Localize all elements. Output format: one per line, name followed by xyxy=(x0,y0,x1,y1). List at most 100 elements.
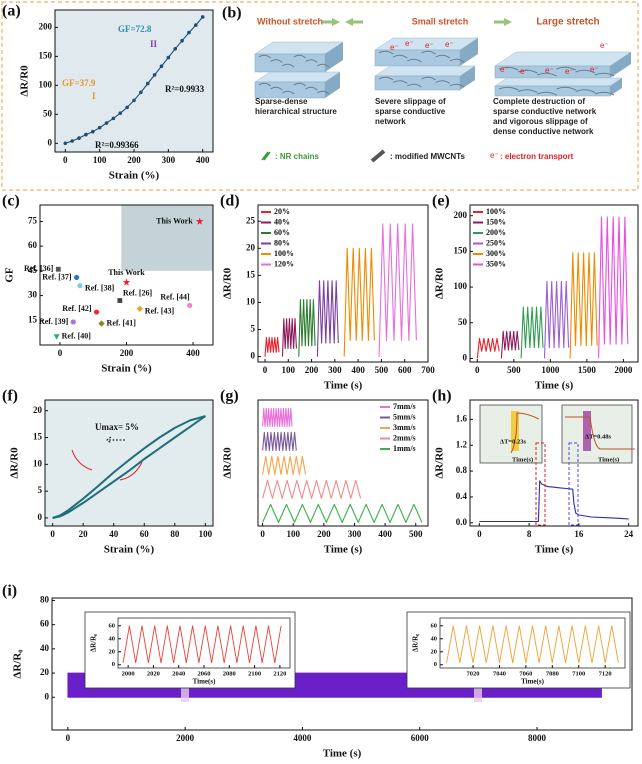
panel-label: (d) xyxy=(220,193,240,210)
y-tick-label: 150 xyxy=(39,50,53,60)
y-tick-label: 100 xyxy=(39,79,53,89)
slab-top xyxy=(494,77,623,87)
legend-text: 350% xyxy=(486,259,506,268)
x-tick-label: 100 xyxy=(282,365,296,375)
x-tick-label: 2120 xyxy=(273,670,286,677)
slab-front xyxy=(374,75,461,91)
inset-chart: 7020 7040 7060 7080 7100 7120 0 20 40 60 Time(s) ΔR… xyxy=(406,611,631,689)
x-tick-label: 2080 xyxy=(223,670,236,677)
x-tick-label: 0 xyxy=(63,155,68,165)
annotation: I xyxy=(92,91,96,101)
electron: e⁻ xyxy=(565,67,574,76)
y-tick-label: 200 xyxy=(454,210,468,220)
legend-text: 80% xyxy=(274,238,290,247)
series-line xyxy=(479,480,629,523)
panel-label: (f) xyxy=(2,388,18,405)
y-tick-label: 1.6 xyxy=(456,413,468,423)
x-tick-label: 2060 xyxy=(198,670,211,677)
legend-text: 100% xyxy=(274,249,294,258)
x-tick-label: 400 xyxy=(186,348,200,358)
point xyxy=(117,298,123,303)
x-tick-label: 300 xyxy=(328,365,342,375)
series-line xyxy=(569,252,598,359)
data-point xyxy=(111,116,116,121)
electron: e⁻ xyxy=(590,65,599,74)
point-label: Ref. [41] xyxy=(107,318,137,327)
y-tick-label: 1.2 xyxy=(456,439,468,449)
y-tick-label: 0 xyxy=(112,661,115,668)
series-line xyxy=(298,299,316,357)
data-point xyxy=(70,139,74,143)
y-axis-label: GF xyxy=(4,267,16,283)
plot-frame xyxy=(257,204,429,363)
data-point xyxy=(152,73,157,77)
chart: 0 200 400 15 30 45 60 75 Strain (%) GF (c) Ref. [36… xyxy=(2,193,214,375)
nr-icon xyxy=(261,151,271,161)
fiber xyxy=(270,59,283,63)
point xyxy=(93,309,100,315)
electron: e⁻ xyxy=(545,66,554,75)
stage-caption: network xyxy=(375,117,406,126)
plot-background xyxy=(55,10,213,152)
slab-side xyxy=(460,38,478,66)
data-point xyxy=(194,23,198,27)
fiber xyxy=(258,82,271,87)
annotation: GF=72.8 xyxy=(118,24,152,34)
y-tick-label: 5 xyxy=(38,485,43,495)
fiber xyxy=(449,83,465,88)
fiber xyxy=(270,86,283,91)
panel-label: (e) xyxy=(432,193,450,210)
inset-frame xyxy=(561,404,633,464)
inset-curve xyxy=(565,416,635,450)
point xyxy=(73,274,80,281)
fiber xyxy=(498,66,519,71)
slab-top xyxy=(374,65,476,77)
point xyxy=(55,266,61,272)
inset-curve xyxy=(510,412,539,454)
data-point xyxy=(166,55,171,60)
fiber xyxy=(407,58,422,63)
chart: 0 8 16 24 0.0 0.4 0.8 1.2 1.6 Time (s) ΔR/R0 (h) ΔT=… xyxy=(432,388,639,556)
electron: e⁻ xyxy=(600,41,609,50)
x-tick-label: 100 xyxy=(286,529,300,539)
y-tick-label: 0.4 xyxy=(456,491,468,501)
y-axis-label: ΔR/R₀ xyxy=(12,649,24,679)
point xyxy=(122,278,131,286)
series-line xyxy=(543,280,570,359)
plot-frame xyxy=(469,204,639,363)
legend-text: 40% xyxy=(274,217,290,226)
data-point xyxy=(132,98,136,103)
fiber xyxy=(575,89,596,93)
legend-text: 120% xyxy=(274,259,294,268)
legend-text: 7mm/s xyxy=(393,402,416,411)
y-tick-label: 45 xyxy=(28,265,38,275)
fiber xyxy=(575,69,596,74)
slab-front xyxy=(254,81,326,99)
fiber xyxy=(435,80,451,84)
x-tick-label: 1000 xyxy=(541,365,560,375)
panel-label: (h) xyxy=(432,388,452,405)
panel-label: (g) xyxy=(220,388,239,405)
legend-text: 150% xyxy=(486,217,506,226)
stage-caption: Sparse-dense xyxy=(255,97,308,106)
x-tick-label: 0 xyxy=(475,365,480,375)
y-tick-label: 15 xyxy=(33,432,43,442)
cnt-icon xyxy=(370,149,386,163)
point-label: Ref. [43] xyxy=(145,307,175,316)
annotation: II xyxy=(150,39,158,49)
data-point xyxy=(125,105,129,110)
data-point xyxy=(200,15,205,19)
x-axis-label: Strain (%) xyxy=(101,363,152,375)
x-tick-label: 7020 xyxy=(467,670,480,677)
fiber xyxy=(498,86,519,91)
fiber xyxy=(317,63,330,68)
x-axis-label: Time (s) xyxy=(535,380,574,392)
slab-side xyxy=(610,52,631,78)
stage-caption: and vigorous slippage of xyxy=(493,117,588,126)
inset-chart: 2000 2020 2040 2060 2080 2100 21200204060Time(… xyxy=(84,611,296,689)
x-tick-label: 300 xyxy=(348,529,362,539)
arrow xyxy=(322,18,340,26)
point-label: Ref. [37] xyxy=(42,272,72,281)
x-tick-label: 2100 xyxy=(248,670,261,677)
series-line xyxy=(316,280,339,357)
